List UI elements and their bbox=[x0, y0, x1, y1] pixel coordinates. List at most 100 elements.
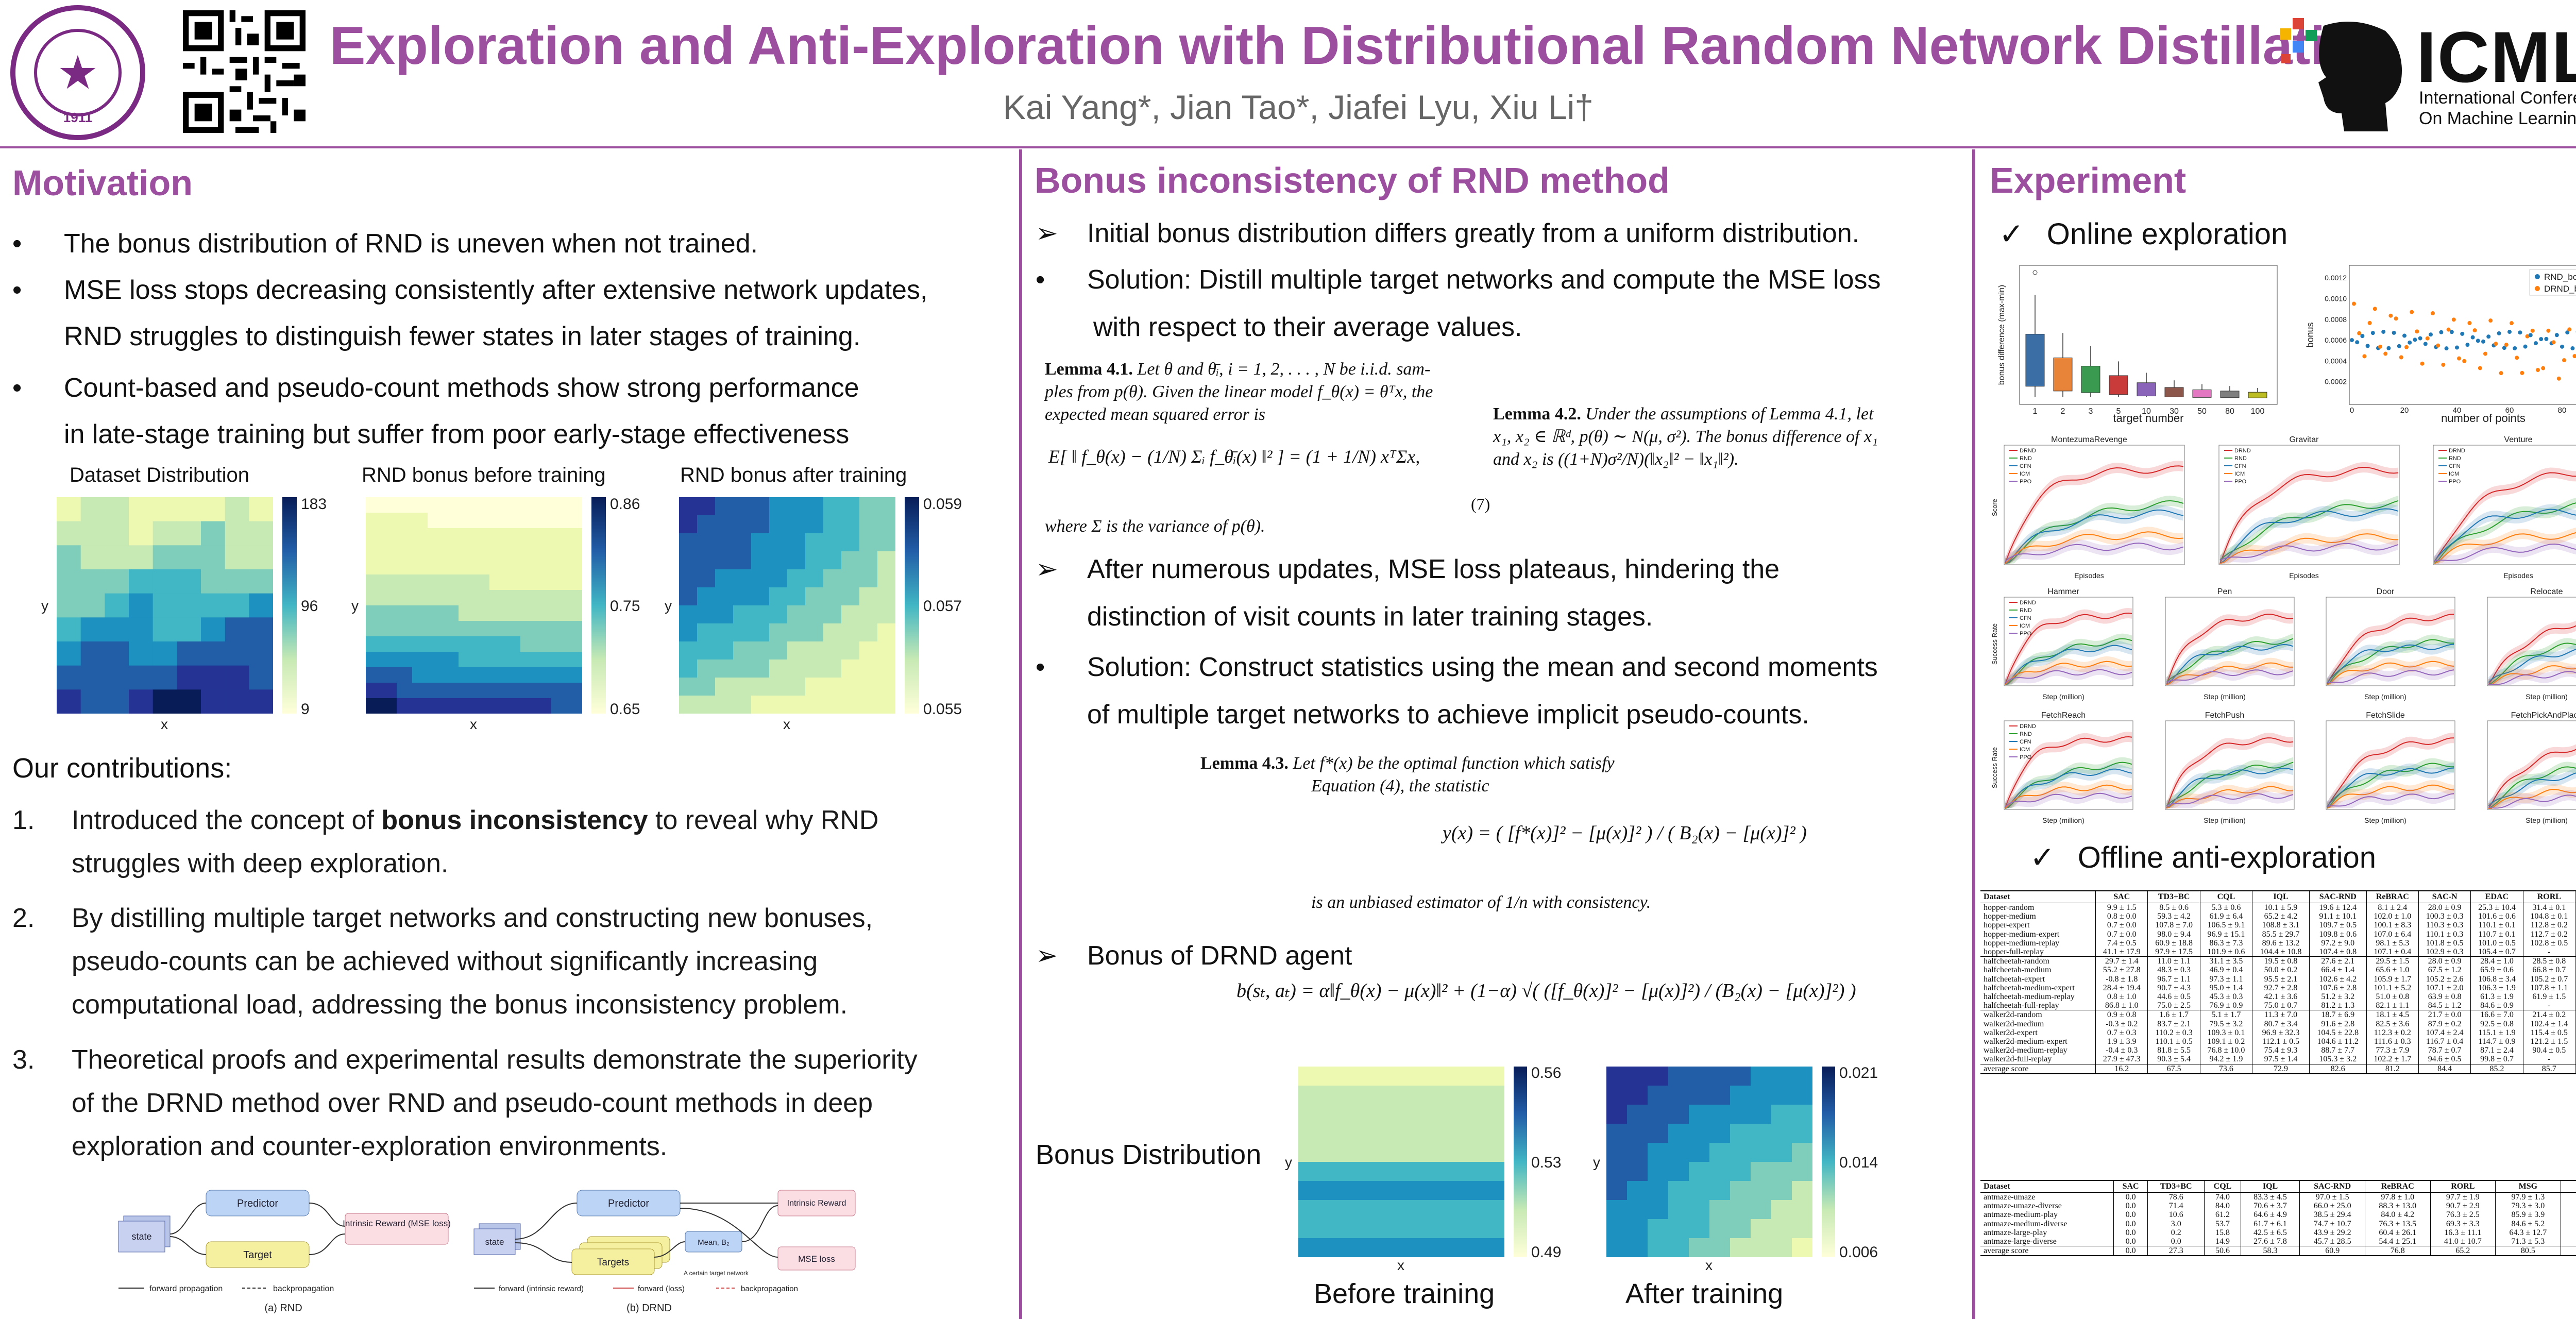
heatmap-cell bbox=[877, 497, 895, 516]
heatmap-cell bbox=[769, 533, 788, 552]
heatmap-cell bbox=[769, 587, 788, 606]
table-row: antmaze-medium-diverse 0.0 3.0 53.7 61.7 ± 6… bbox=[1980, 1219, 2576, 1228]
qr-code-icon[interactable] bbox=[183, 10, 306, 133]
x-axis-label: x bbox=[161, 716, 168, 732]
table-cell: 101.0 ± 0.5 bbox=[2470, 938, 2523, 948]
series-line-drnd bbox=[2005, 736, 2132, 808]
heatmap-cell bbox=[177, 545, 201, 570]
heatmap-cell bbox=[751, 660, 770, 678]
heatmap-cell bbox=[412, 574, 428, 590]
heatmap-cell bbox=[381, 574, 397, 590]
series-line-icm bbox=[2166, 662, 2293, 685]
heatmap-cell bbox=[877, 696, 895, 714]
table-cell: 61.3 ± 1.9 bbox=[2470, 992, 2523, 1002]
heatmap-cell bbox=[841, 587, 860, 606]
table-cell: 110.3 ± 0.3 bbox=[2418, 921, 2471, 930]
scatter-point-rnd bbox=[2397, 344, 2401, 348]
table-cell: 107.4 ± 2.4 bbox=[2418, 1028, 2471, 1038]
table-cell: 0.7 ± 0.3 bbox=[2095, 1028, 2148, 1038]
heatmap-cell bbox=[459, 544, 474, 560]
series-line-rnd bbox=[2434, 502, 2576, 564]
heatmap-cell bbox=[1709, 1124, 1731, 1143]
heatmap-cell bbox=[381, 605, 397, 621]
table-cell: 0.0 bbox=[2113, 1228, 2148, 1238]
learning-curve-panel: Hammer Step (million) Success Rate DRNDRNDC… bbox=[1991, 587, 2133, 701]
heatmap-cell bbox=[520, 605, 536, 621]
bullet-text: Bonus of DRND agent bbox=[1087, 941, 1352, 971]
heatmap-cell bbox=[459, 667, 474, 683]
heatmap-cell bbox=[1648, 1200, 1669, 1220]
heatmap-cell bbox=[366, 590, 382, 606]
heatmap-cell bbox=[1689, 1181, 1710, 1200]
heatmap-cell bbox=[428, 590, 444, 606]
series-line-ppo bbox=[2434, 543, 2576, 562]
heatmap-cell bbox=[787, 678, 806, 696]
heatmap-cell bbox=[1381, 1238, 1402, 1257]
table-row: halfcheetah-expert -0.8 ± 1.8 96.7 ± 1.1 97… bbox=[1980, 974, 2576, 984]
heatmap-cell bbox=[697, 623, 716, 642]
scatter-point-rnd bbox=[2534, 341, 2538, 346]
heatmap-cell bbox=[381, 683, 397, 699]
heatmap-cell bbox=[459, 621, 474, 637]
bullet-marker: • bbox=[1036, 652, 1045, 682]
table-cell: 76.3 ± 2.5 bbox=[2430, 1210, 2496, 1220]
heatmap-cell bbox=[1401, 1143, 1422, 1162]
heatmap-cell bbox=[679, 587, 698, 606]
table-cell: - bbox=[2522, 1001, 2575, 1010]
table-cell: 68.3 ± 0.2 bbox=[2574, 966, 2576, 975]
table-cell: 32.7 ± 0.4 bbox=[2574, 903, 2576, 912]
table-cell: 0.0 bbox=[2113, 1192, 2148, 1202]
heatmap-cell bbox=[1422, 1238, 1443, 1257]
header-divider bbox=[0, 146, 2576, 148]
heatmap-cell bbox=[412, 636, 428, 652]
scatter-point-drnd bbox=[2472, 328, 2477, 333]
table-cell: 110.2 ± 0.3 bbox=[2147, 1028, 2200, 1038]
heatmap-cell bbox=[1792, 1067, 1812, 1086]
heatmap-cell bbox=[787, 587, 806, 606]
heatmap-cell bbox=[381, 667, 397, 683]
scatter-point-rnd bbox=[2554, 333, 2559, 337]
confidence-band bbox=[2434, 467, 2576, 564]
heatmap-cell bbox=[1709, 1086, 1731, 1105]
learning-curve-panel: FetchPush Step (million) bbox=[2165, 711, 2294, 824]
scatter-point-rnd bbox=[2465, 343, 2470, 347]
heatmap-cell bbox=[505, 497, 521, 513]
scatter-point-drnd bbox=[2467, 321, 2472, 326]
table-cell: 82.5 ± 3.6 bbox=[2366, 1019, 2419, 1028]
heatmap-cell bbox=[412, 683, 428, 699]
lemma-4-3-formula: y(x) = ( [f*(x)]² − [μ(x)]² ) / ( B₂(x) … bbox=[1443, 822, 1807, 844]
heatmap-cell bbox=[1709, 1181, 1731, 1200]
heatmap-cell bbox=[443, 544, 459, 560]
series-line-rnd bbox=[2005, 762, 2132, 809]
confidence-band bbox=[2005, 780, 2132, 808]
heatmap-cell bbox=[249, 497, 273, 522]
heatmap-cell bbox=[859, 569, 878, 588]
table-cell: 0.0 bbox=[2147, 1237, 2205, 1246]
table-cell: 86.2 ± 5.4 bbox=[2560, 1210, 2576, 1220]
heatmap-cell bbox=[366, 605, 382, 621]
heatmap-cell bbox=[1751, 1067, 1772, 1086]
scatter-point-drnd bbox=[2530, 328, 2535, 333]
heatmap-cell bbox=[57, 569, 81, 594]
table-cell: 0.0 bbox=[2113, 1219, 2148, 1228]
heatmap-cell bbox=[769, 551, 788, 570]
table-row: antmaze-umaze-diverse 0.0 71.4 84.0 70.6 ± 3… bbox=[1980, 1202, 2576, 1211]
table-cell: hopper-full-replay bbox=[1984, 948, 2044, 957]
heatmap-cell bbox=[679, 605, 698, 624]
table-cell: 48.3 ± 0.3 bbox=[2147, 966, 2200, 975]
heatmap-cell bbox=[551, 497, 567, 513]
heatmap-cell bbox=[1319, 1124, 1340, 1143]
table-cell: 109.7 ± 0.5 bbox=[2309, 921, 2367, 930]
confidence-band bbox=[2488, 620, 2576, 685]
confidence-band bbox=[2488, 784, 2576, 808]
heatmap-cell bbox=[1771, 1219, 1792, 1239]
table-header-cell: Dataset bbox=[1980, 1180, 2114, 1193]
heatmap-cell bbox=[129, 665, 154, 690]
heatmap-cell bbox=[1606, 1181, 1628, 1200]
learning-curve-panel: Pen Step (million) bbox=[2165, 587, 2294, 701]
heatmap-cell bbox=[1771, 1124, 1792, 1143]
fetch-curves-row: FetchReach Step (million) Success Rate DRND… bbox=[1989, 708, 2576, 827]
heatmap-cell bbox=[536, 667, 552, 683]
heatmap-cell bbox=[679, 641, 698, 660]
table-cell: 19.6 ± 12.4 bbox=[2309, 903, 2367, 912]
